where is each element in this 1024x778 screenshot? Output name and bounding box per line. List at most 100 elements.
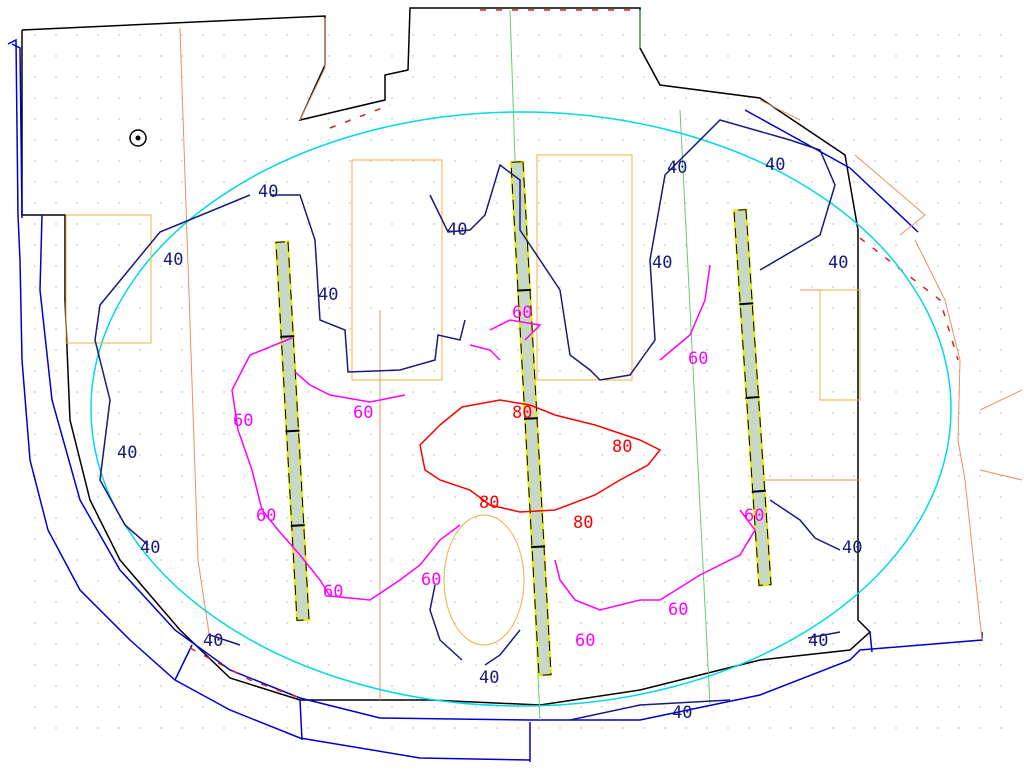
grid-point (874, 538, 876, 540)
grid-point (895, 55, 897, 57)
grid-point (895, 412, 897, 414)
grid-point (1000, 622, 1002, 624)
grid-point (706, 496, 708, 498)
grid-point (307, 664, 309, 666)
grid-point (202, 118, 204, 120)
grid-point (244, 622, 246, 624)
grid-point (139, 517, 141, 519)
grid-point (622, 139, 624, 141)
grid-point (265, 118, 267, 120)
grid-point (475, 412, 477, 414)
grid-point (853, 265, 855, 267)
grid-point (874, 349, 876, 351)
grid-point (391, 97, 393, 99)
grid-point (664, 643, 666, 645)
grid-point (307, 706, 309, 708)
grid-point (916, 265, 918, 267)
grid-point (160, 580, 162, 582)
grid-point (55, 433, 57, 435)
grid-point (769, 307, 771, 309)
grid-point (916, 328, 918, 330)
grid-point (97, 118, 99, 120)
grid-point (139, 328, 141, 330)
grid-point (160, 370, 162, 372)
grid-point (391, 244, 393, 246)
grid-point (769, 685, 771, 687)
grid-point (790, 517, 792, 519)
grid-point (412, 76, 414, 78)
grid-point (559, 412, 561, 414)
grid-point (622, 559, 624, 561)
grid-point (538, 328, 540, 330)
grid-point (559, 538, 561, 540)
grid-point (727, 265, 729, 267)
label-60: 60 (233, 411, 253, 431)
grid-point (685, 55, 687, 57)
grid-point (874, 265, 876, 267)
grid-point (874, 706, 876, 708)
grid-point (391, 55, 393, 57)
grid-point (916, 517, 918, 519)
grid-point (307, 34, 309, 36)
grid-point (139, 685, 141, 687)
grid-point (433, 55, 435, 57)
grid-point (118, 727, 120, 729)
grid-point (76, 727, 78, 729)
grid-point (370, 223, 372, 225)
grid-point (832, 349, 834, 351)
grid-point (706, 97, 708, 99)
grid-point (244, 412, 246, 414)
grid-point (706, 370, 708, 372)
grid-point (391, 496, 393, 498)
grid-point (853, 55, 855, 57)
grid-point (832, 454, 834, 456)
grid-point (286, 727, 288, 729)
grid-point (412, 370, 414, 372)
grid-point (853, 538, 855, 540)
grid-point (559, 559, 561, 561)
grid-point (76, 559, 78, 561)
grid-point (853, 118, 855, 120)
grid-point (34, 202, 36, 204)
grid-point (769, 391, 771, 393)
grid-point (475, 160, 477, 162)
grid-point (601, 244, 603, 246)
grid-point (265, 391, 267, 393)
grid-point (454, 643, 456, 645)
grid-point (97, 664, 99, 666)
grid-point (874, 496, 876, 498)
contour-labels: 40 40 40 40 40 40 40 40 40 40 40 40 40 4… (117, 155, 862, 723)
grid-point (790, 412, 792, 414)
grid-point (223, 286, 225, 288)
grid-point (55, 475, 57, 477)
grid-point (1000, 97, 1002, 99)
grid-point (958, 139, 960, 141)
label-40: 40 (447, 220, 467, 240)
grid-point (328, 244, 330, 246)
grid-point (832, 685, 834, 687)
grid-point (643, 622, 645, 624)
grid-point (328, 391, 330, 393)
grid-point (328, 160, 330, 162)
grid-point (202, 601, 204, 603)
grid-point (727, 391, 729, 393)
grid-point (454, 160, 456, 162)
grid-point (223, 391, 225, 393)
grid-point (454, 307, 456, 309)
grid-point (76, 454, 78, 456)
grid-point (895, 76, 897, 78)
grid-point (412, 160, 414, 162)
grid-point (475, 34, 477, 36)
grid-point (76, 706, 78, 708)
grid-point (538, 370, 540, 372)
grid-point (244, 580, 246, 582)
grid-point (55, 349, 57, 351)
grid-point (202, 55, 204, 57)
grid-point (643, 412, 645, 414)
grid-point (244, 433, 246, 435)
grid-point (895, 34, 897, 36)
grid-point (181, 139, 183, 141)
grid-point (181, 34, 183, 36)
grid-point (391, 265, 393, 267)
grid-point (937, 601, 939, 603)
